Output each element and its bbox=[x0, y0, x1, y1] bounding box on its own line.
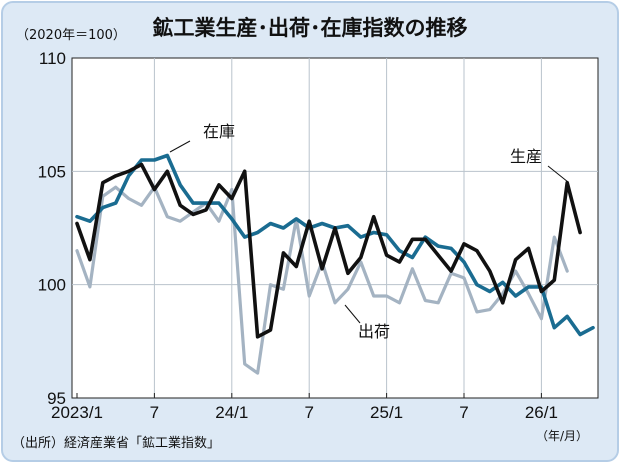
x-tick-label: 7 bbox=[459, 403, 468, 422]
series-leader-production bbox=[547, 165, 569, 183]
series-leader-inventory bbox=[169, 140, 191, 153]
source-note: （出所）経済産業省「鉱工業指数」 bbox=[12, 436, 221, 451]
axis-labels: 95 100 105 110 2023/1 7 24/1 7 25/1 7 26/1 bbox=[38, 49, 558, 422]
series-label-production: 生産 bbox=[510, 147, 542, 166]
series-label-shipments: 出荷 bbox=[358, 322, 390, 341]
x-tick-label: 7 bbox=[304, 403, 313, 422]
x-tick-label: 26/1 bbox=[525, 403, 558, 422]
y-tick-label: 110 bbox=[39, 49, 66, 68]
x-axis-unit: （年/月） bbox=[536, 429, 588, 443]
chart-title: 鉱工業生産･出荷･在庫指数の推移 bbox=[152, 16, 468, 40]
x-tick-label: 25/1 bbox=[370, 403, 403, 422]
plot-area bbox=[71, 57, 599, 399]
unit-label: （2020年＝100） bbox=[16, 28, 126, 43]
x-tick-label: 7 bbox=[150, 403, 159, 422]
y-tick-label: 105 bbox=[38, 162, 66, 181]
grid-lines bbox=[72, 58, 598, 398]
x-tick-label: 2023/1 bbox=[51, 403, 103, 422]
series-layer bbox=[75, 153, 595, 375]
series-label-inventory: 在庫 bbox=[203, 122, 235, 141]
series-leader-shipments bbox=[344, 304, 361, 324]
y-tick-label: 100 bbox=[38, 276, 66, 295]
series-line-production bbox=[75, 162, 582, 339]
x-tick-label: 24/1 bbox=[215, 403, 248, 422]
y-tick-label: 95 bbox=[47, 389, 66, 408]
